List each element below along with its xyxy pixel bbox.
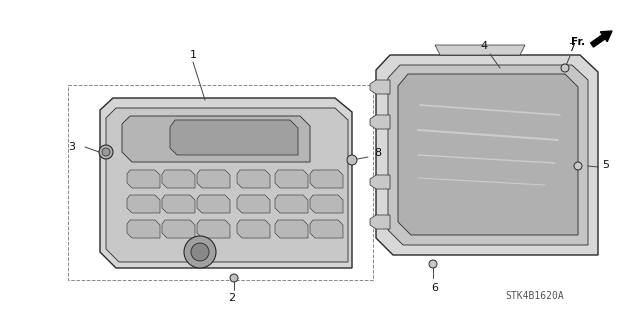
Polygon shape xyxy=(162,220,195,238)
Polygon shape xyxy=(162,170,195,188)
Polygon shape xyxy=(398,74,578,235)
Circle shape xyxy=(347,155,357,165)
Polygon shape xyxy=(170,120,298,155)
Polygon shape xyxy=(275,195,308,213)
Polygon shape xyxy=(310,170,343,188)
Text: 1: 1 xyxy=(189,50,196,60)
Polygon shape xyxy=(310,220,343,238)
Polygon shape xyxy=(370,215,390,229)
Polygon shape xyxy=(197,220,230,238)
Polygon shape xyxy=(162,195,195,213)
Polygon shape xyxy=(197,170,230,188)
Polygon shape xyxy=(435,45,525,55)
Polygon shape xyxy=(100,98,352,268)
Bar xyxy=(68,85,373,280)
Circle shape xyxy=(102,148,110,156)
Polygon shape xyxy=(370,80,390,94)
Text: Fr.: Fr. xyxy=(571,37,585,47)
Polygon shape xyxy=(370,175,390,189)
Circle shape xyxy=(99,145,113,159)
Polygon shape xyxy=(237,195,270,213)
Circle shape xyxy=(184,236,216,268)
Text: 5: 5 xyxy=(602,160,609,170)
Text: 7: 7 xyxy=(568,43,575,53)
Text: 4: 4 xyxy=(481,41,488,51)
Text: 3: 3 xyxy=(68,142,76,152)
Polygon shape xyxy=(370,115,390,129)
Polygon shape xyxy=(237,220,270,238)
Polygon shape xyxy=(127,170,160,188)
Circle shape xyxy=(429,260,437,268)
Circle shape xyxy=(561,64,569,72)
Text: 2: 2 xyxy=(228,293,236,303)
Polygon shape xyxy=(122,116,310,162)
Text: 8: 8 xyxy=(374,148,381,158)
Polygon shape xyxy=(127,195,160,213)
Text: 6: 6 xyxy=(431,283,438,293)
Polygon shape xyxy=(310,195,343,213)
Circle shape xyxy=(191,243,209,261)
Circle shape xyxy=(230,274,238,282)
Text: STK4B1620A: STK4B1620A xyxy=(505,291,564,301)
Polygon shape xyxy=(376,55,598,255)
Polygon shape xyxy=(237,170,270,188)
Polygon shape xyxy=(106,108,348,262)
Polygon shape xyxy=(127,220,160,238)
Polygon shape xyxy=(275,170,308,188)
Circle shape xyxy=(574,162,582,170)
FancyArrow shape xyxy=(591,31,612,47)
Polygon shape xyxy=(388,65,588,245)
Polygon shape xyxy=(275,220,308,238)
Polygon shape xyxy=(197,195,230,213)
